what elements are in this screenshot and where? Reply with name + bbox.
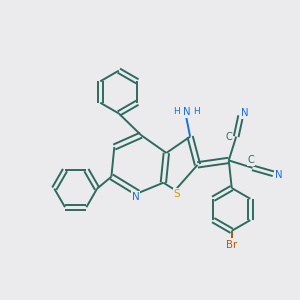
Text: N: N [132,192,140,202]
Text: N: N [182,107,190,117]
Text: N: N [275,170,283,180]
Text: C: C [225,132,232,142]
Text: H: H [193,107,200,116]
Text: N: N [241,108,249,118]
Text: C: C [248,155,254,165]
Text: S: S [173,189,180,199]
Text: Br: Br [226,239,237,250]
Text: H: H [173,107,180,116]
